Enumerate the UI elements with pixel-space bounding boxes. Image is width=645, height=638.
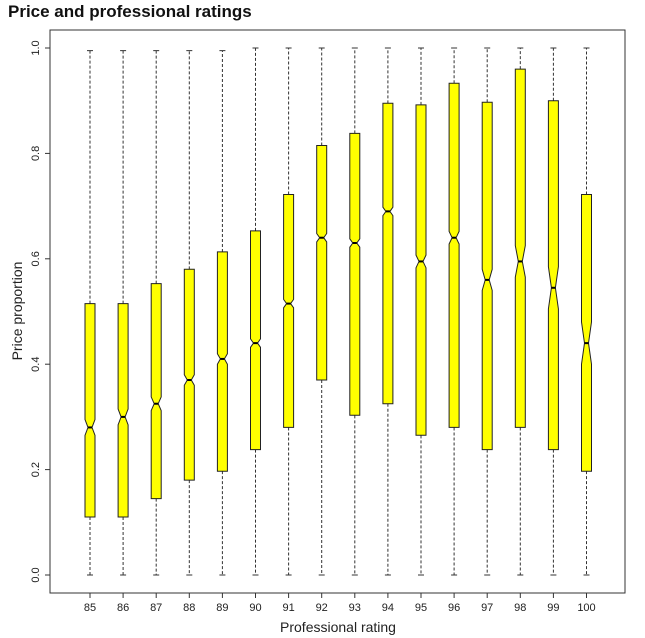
x-tick-label: 94 [382, 602, 394, 614]
box-body [448, 82, 460, 428]
box-body [415, 104, 427, 436]
x-tick-label: 89 [216, 602, 228, 614]
y-tick-label: 1.0 [30, 40, 42, 55]
box-body [183, 268, 195, 481]
y-axis: 0.0 0.2 0.4 0.6 0.8 1.0 [30, 40, 51, 583]
box-88 [183, 50, 195, 576]
box-87 [150, 50, 162, 576]
y-tick-label: 0.4 [30, 357, 42, 372]
box-93 [349, 47, 361, 576]
box-body [117, 303, 129, 518]
x-tick-label: 88 [183, 602, 195, 614]
chart-title: Price and professional ratings [8, 2, 252, 21]
x-axis-title: Professional rating [280, 619, 396, 635]
box-99 [547, 47, 559, 576]
x-tick-label: 95 [415, 602, 427, 614]
x-tick-label: 91 [282, 602, 294, 614]
y-tick-label: 0.6 [30, 251, 42, 266]
x-tick-label: 97 [481, 602, 493, 614]
x-tick-label: 85 [84, 602, 96, 614]
box-91 [283, 47, 295, 576]
x-tick-label: 92 [316, 602, 328, 614]
x-tick-label: 99 [547, 602, 559, 614]
box-89 [216, 50, 228, 576]
x-tick-label: 98 [514, 602, 526, 614]
box-95 [415, 47, 427, 576]
box-body [382, 102, 394, 405]
y-tick-label: 0.2 [30, 462, 42, 477]
x-tick-label: 87 [150, 602, 162, 614]
x-tick-label: 90 [249, 602, 261, 614]
box-97 [481, 47, 493, 576]
x-tick-label: 93 [349, 602, 361, 614]
x-tick-label: 96 [448, 602, 460, 614]
box-96 [448, 47, 460, 576]
x-tick-label: 100 [577, 602, 595, 614]
x-tick-label: 86 [117, 602, 129, 614]
box-body [481, 101, 493, 451]
box-body [316, 145, 328, 381]
y-tick-label: 0.0 [30, 567, 42, 582]
y-axis-title: Price proportion [9, 262, 25, 361]
box-body [547, 100, 559, 451]
plot-frame [49, 29, 626, 594]
box-94 [382, 47, 394, 576]
box-86 [117, 50, 129, 576]
box-body [84, 303, 96, 518]
box-body [581, 194, 592, 472]
box-body [283, 194, 295, 428]
boxes-layer [84, 47, 592, 576]
box-body [514, 68, 526, 428]
box-85 [84, 50, 96, 576]
box-body [250, 230, 261, 451]
box-body [349, 132, 361, 416]
y-tick-label: 0.8 [30, 146, 42, 161]
box-98 [514, 47, 526, 576]
x-axis: 85 86 87 88 89 90 91 92 93 94 95 96 97 98 99 100 [84, 592, 596, 614]
box-100 [581, 47, 592, 576]
box-90 [250, 47, 261, 576]
box-body [216, 251, 228, 472]
box-body [150, 283, 162, 500]
box-92 [316, 47, 328, 576]
